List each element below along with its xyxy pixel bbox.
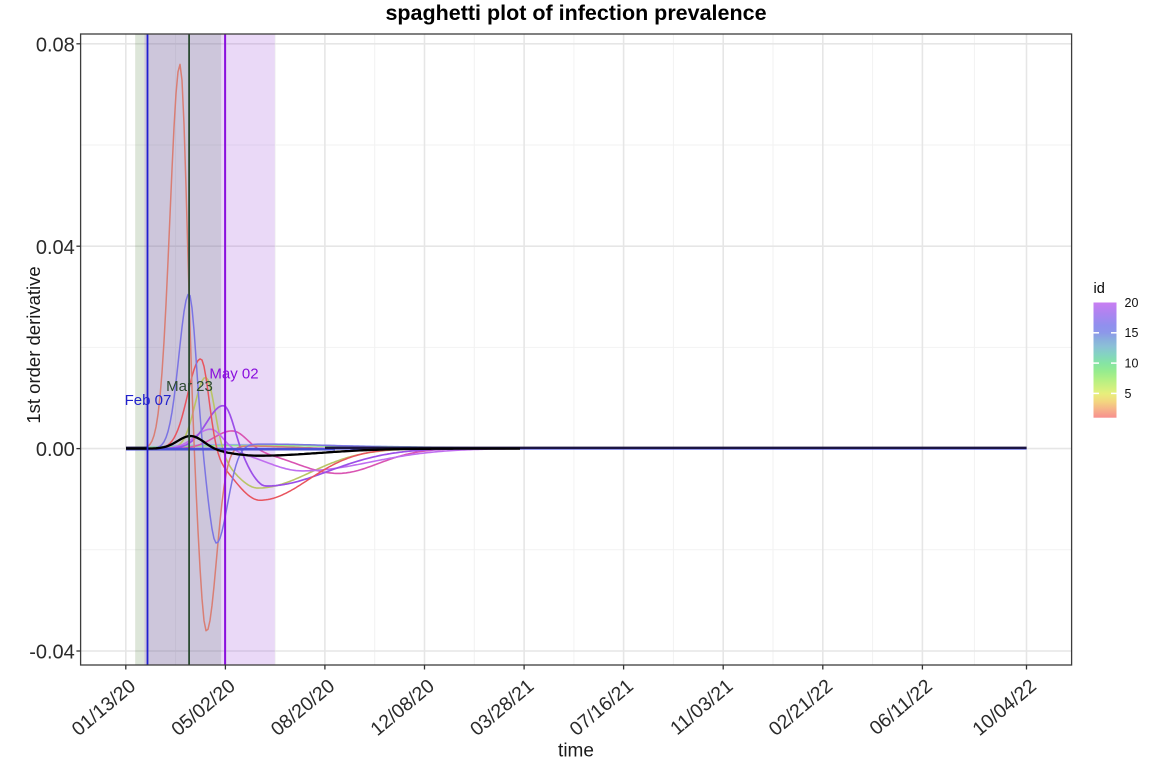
svg-text:id: id <box>1094 281 1105 297</box>
svg-text:10: 10 <box>1125 357 1139 371</box>
svg-text:Mar 23: Mar 23 <box>166 378 213 395</box>
svg-text:20: 20 <box>1125 296 1139 310</box>
svg-text:-0.04: -0.04 <box>29 642 75 664</box>
svg-text:0.04: 0.04 <box>36 237 75 259</box>
svg-text:1st order derivative: 1st order derivative <box>23 266 44 423</box>
svg-text:15: 15 <box>1125 326 1139 340</box>
svg-text:0.00: 0.00 <box>36 439 75 461</box>
svg-text:time: time <box>558 741 594 762</box>
svg-text:0.08: 0.08 <box>36 34 75 56</box>
svg-text:May 02: May 02 <box>209 366 258 383</box>
svg-text:spaghetti plot of infection pr: spaghetti plot of infection prevalence <box>385 1 766 25</box>
svg-text:Feb 07: Feb 07 <box>125 392 172 409</box>
svg-text:5: 5 <box>1125 387 1132 401</box>
